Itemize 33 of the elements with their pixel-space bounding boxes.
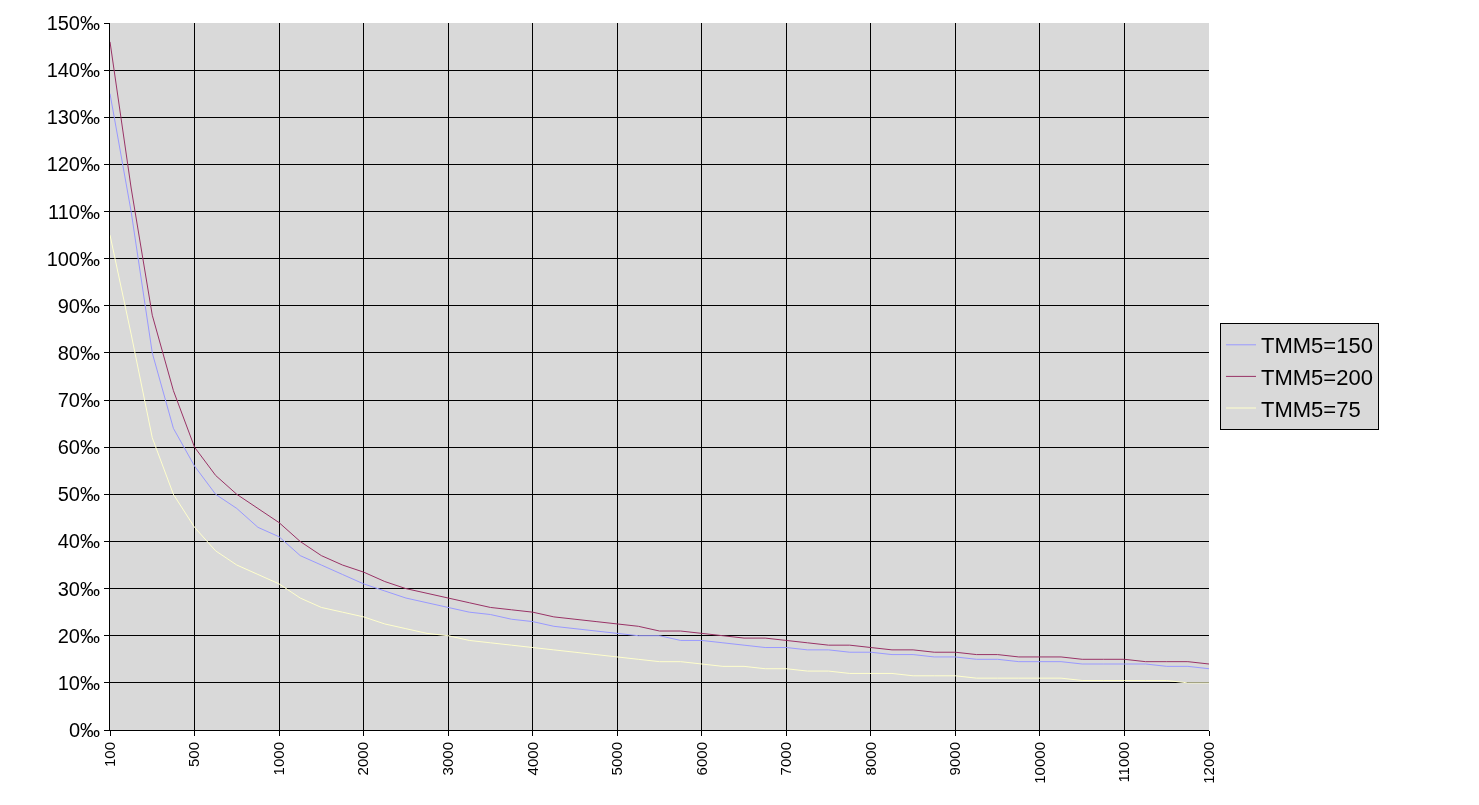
y-tick-label: 80‰ — [57, 341, 100, 364]
y-tick-label: 130‰ — [46, 106, 100, 129]
y-tick-label: 60‰ — [57, 436, 100, 459]
x-tick-label: 1000 — [269, 742, 287, 776]
y-tick-label: 0‰ — [68, 719, 100, 741]
x-tick-label: 7000 — [777, 742, 795, 776]
y-tick-label: 140‰ — [46, 59, 100, 82]
x-tick-label: 10000 — [1030, 742, 1048, 784]
y-tick-label: 10‰ — [57, 671, 100, 694]
y-tick-label: 70‰ — [57, 389, 100, 412]
x-tick-label: 11000 — [1115, 742, 1133, 783]
x-tick-label: 8000 — [861, 742, 879, 776]
y-tick-label: 30‰ — [57, 577, 100, 600]
x-tick-label: 500 — [185, 742, 203, 768]
x-tick-label: 100 — [100, 742, 118, 768]
y-tick-label: 150‰ — [46, 12, 100, 34]
y-tick-label: 90‰ — [57, 294, 100, 317]
y-tick-label: 40‰ — [57, 530, 100, 553]
y-tick-label: 120‰ — [46, 153, 100, 176]
legend-label: TMM5=150 — [1260, 333, 1373, 359]
x-tick-label: 5000 — [608, 742, 626, 776]
y-tick-label: 50‰ — [57, 483, 100, 506]
y-tick-label: 110‰ — [48, 200, 100, 223]
x-tick-label: 2000 — [354, 742, 372, 776]
x-tick-label: 9000 — [946, 742, 964, 776]
x-tick-label: 12000 — [1199, 742, 1217, 784]
y-tick-label: 20‰ — [57, 624, 100, 647]
x-tick-label: 3000 — [439, 742, 457, 776]
x-tick-label: 4000 — [523, 742, 541, 776]
x-tick-label: 6000 — [692, 742, 710, 776]
y-tick-label: 100‰ — [46, 247, 100, 270]
legend-label: TMM5=75 — [1260, 396, 1361, 422]
legend-label: TMM5=200 — [1260, 364, 1373, 390]
